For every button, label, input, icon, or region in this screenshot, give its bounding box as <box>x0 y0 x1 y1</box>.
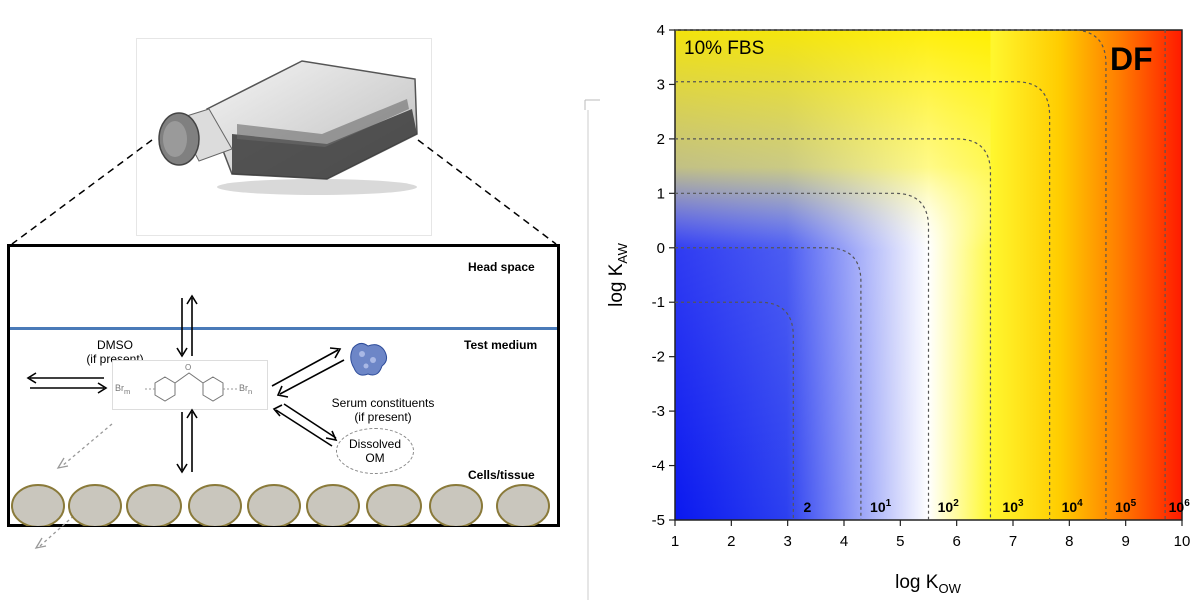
flask-icon <box>158 60 418 195</box>
serum-protein-icon <box>350 342 388 376</box>
cells-row <box>11 484 550 526</box>
equilibrium-arrows <box>26 294 345 549</box>
y-tick-label: 2 <box>657 131 665 148</box>
plot-area <box>674 29 1183 521</box>
x-tick-label: 2 <box>727 533 735 550</box>
contour-label: 105 <box>1115 498 1137 515</box>
y-tick-label: -2 <box>652 349 665 366</box>
contour-line <box>675 301 794 520</box>
cell <box>306 484 360 526</box>
contour-label: 103 <box>1002 498 1024 515</box>
x-tick-label: 9 <box>1121 533 1129 550</box>
cell <box>247 484 301 526</box>
contour-line <box>675 81 1051 520</box>
x-tick-label: 7 <box>1009 533 1017 550</box>
df-heatmap-chart: 2 101 102 103 104 105 106 1 2 3 4 5 6 7 8 9 10-5-4-3-2-… <box>606 22 1191 596</box>
cell <box>429 484 483 526</box>
dissolved-om-label: Dissolved OM <box>348 437 402 465</box>
br-left-label: Brm <box>115 383 131 396</box>
x-axis-title: log KOW <box>895 572 961 596</box>
flask-photo <box>136 38 432 236</box>
contour-line <box>675 138 992 520</box>
y-tick-label: -1 <box>652 294 665 311</box>
x-tick-label: 1 <box>671 533 679 550</box>
axis-ticks: 1 2 3 4 5 6 7 8 9 10 -5 -4 -3 -2 -1 0 1 2 3 4 <box>652 22 1191 550</box>
test-medium-label: Test medium <box>464 338 538 352</box>
y-tick-label: -4 <box>652 458 665 475</box>
x-tick-label: 8 <box>1065 533 1073 550</box>
y-tick-label: 0 <box>657 240 665 257</box>
dissolved-om-ellipse <box>336 428 414 474</box>
cell <box>11 484 65 526</box>
pbde-molecule: Brm Brn O <box>112 360 268 410</box>
x-tick-label: 10 <box>1174 533 1191 550</box>
contour-line <box>675 247 862 520</box>
oxygen-label: O <box>185 363 192 372</box>
y-tick-label: 1 <box>657 185 665 202</box>
contour-label: 104 <box>1062 498 1084 515</box>
cell <box>188 484 242 526</box>
x-tick-label: 5 <box>896 533 904 550</box>
cells-tissue-label: Cells/tissue <box>468 468 535 482</box>
contour-label: 101 <box>870 498 892 515</box>
panel-label-df: DF <box>1110 41 1153 77</box>
head-space-label: Head space <box>468 260 535 274</box>
y-tick-label: 3 <box>657 76 665 93</box>
heatmap-overlay <box>675 30 991 520</box>
y-tick-label: 4 <box>657 22 665 39</box>
contour-line <box>675 29 1107 520</box>
cell <box>126 484 182 526</box>
contour-label: 2 <box>803 499 811 515</box>
x-tick-label: 3 <box>783 533 791 550</box>
condition-label: 10% FBS <box>684 38 764 59</box>
contour-line <box>675 192 930 520</box>
cell <box>68 484 122 526</box>
br-right-label: Brn <box>239 383 253 396</box>
x-tick-label: 6 <box>952 533 960 550</box>
y-axis-title: log KAW <box>606 242 630 307</box>
diphenyl-ether-icon <box>143 372 237 402</box>
x-tick-label: 4 <box>840 533 848 550</box>
y-tick-label: -5 <box>652 512 665 529</box>
cell <box>366 484 422 526</box>
y-tick-label: -3 <box>652 403 665 420</box>
contour-label: 106 <box>1169 498 1191 515</box>
serum-label: Serum constituents (if present) <box>331 396 435 424</box>
cell <box>496 484 550 526</box>
air-water-interface-line <box>10 327 557 330</box>
contour-label: 102 <box>938 498 960 515</box>
contour-lines: 2 101 102 103 104 105 106 <box>675 29 1191 520</box>
zoom-connectors <box>11 99 600 600</box>
